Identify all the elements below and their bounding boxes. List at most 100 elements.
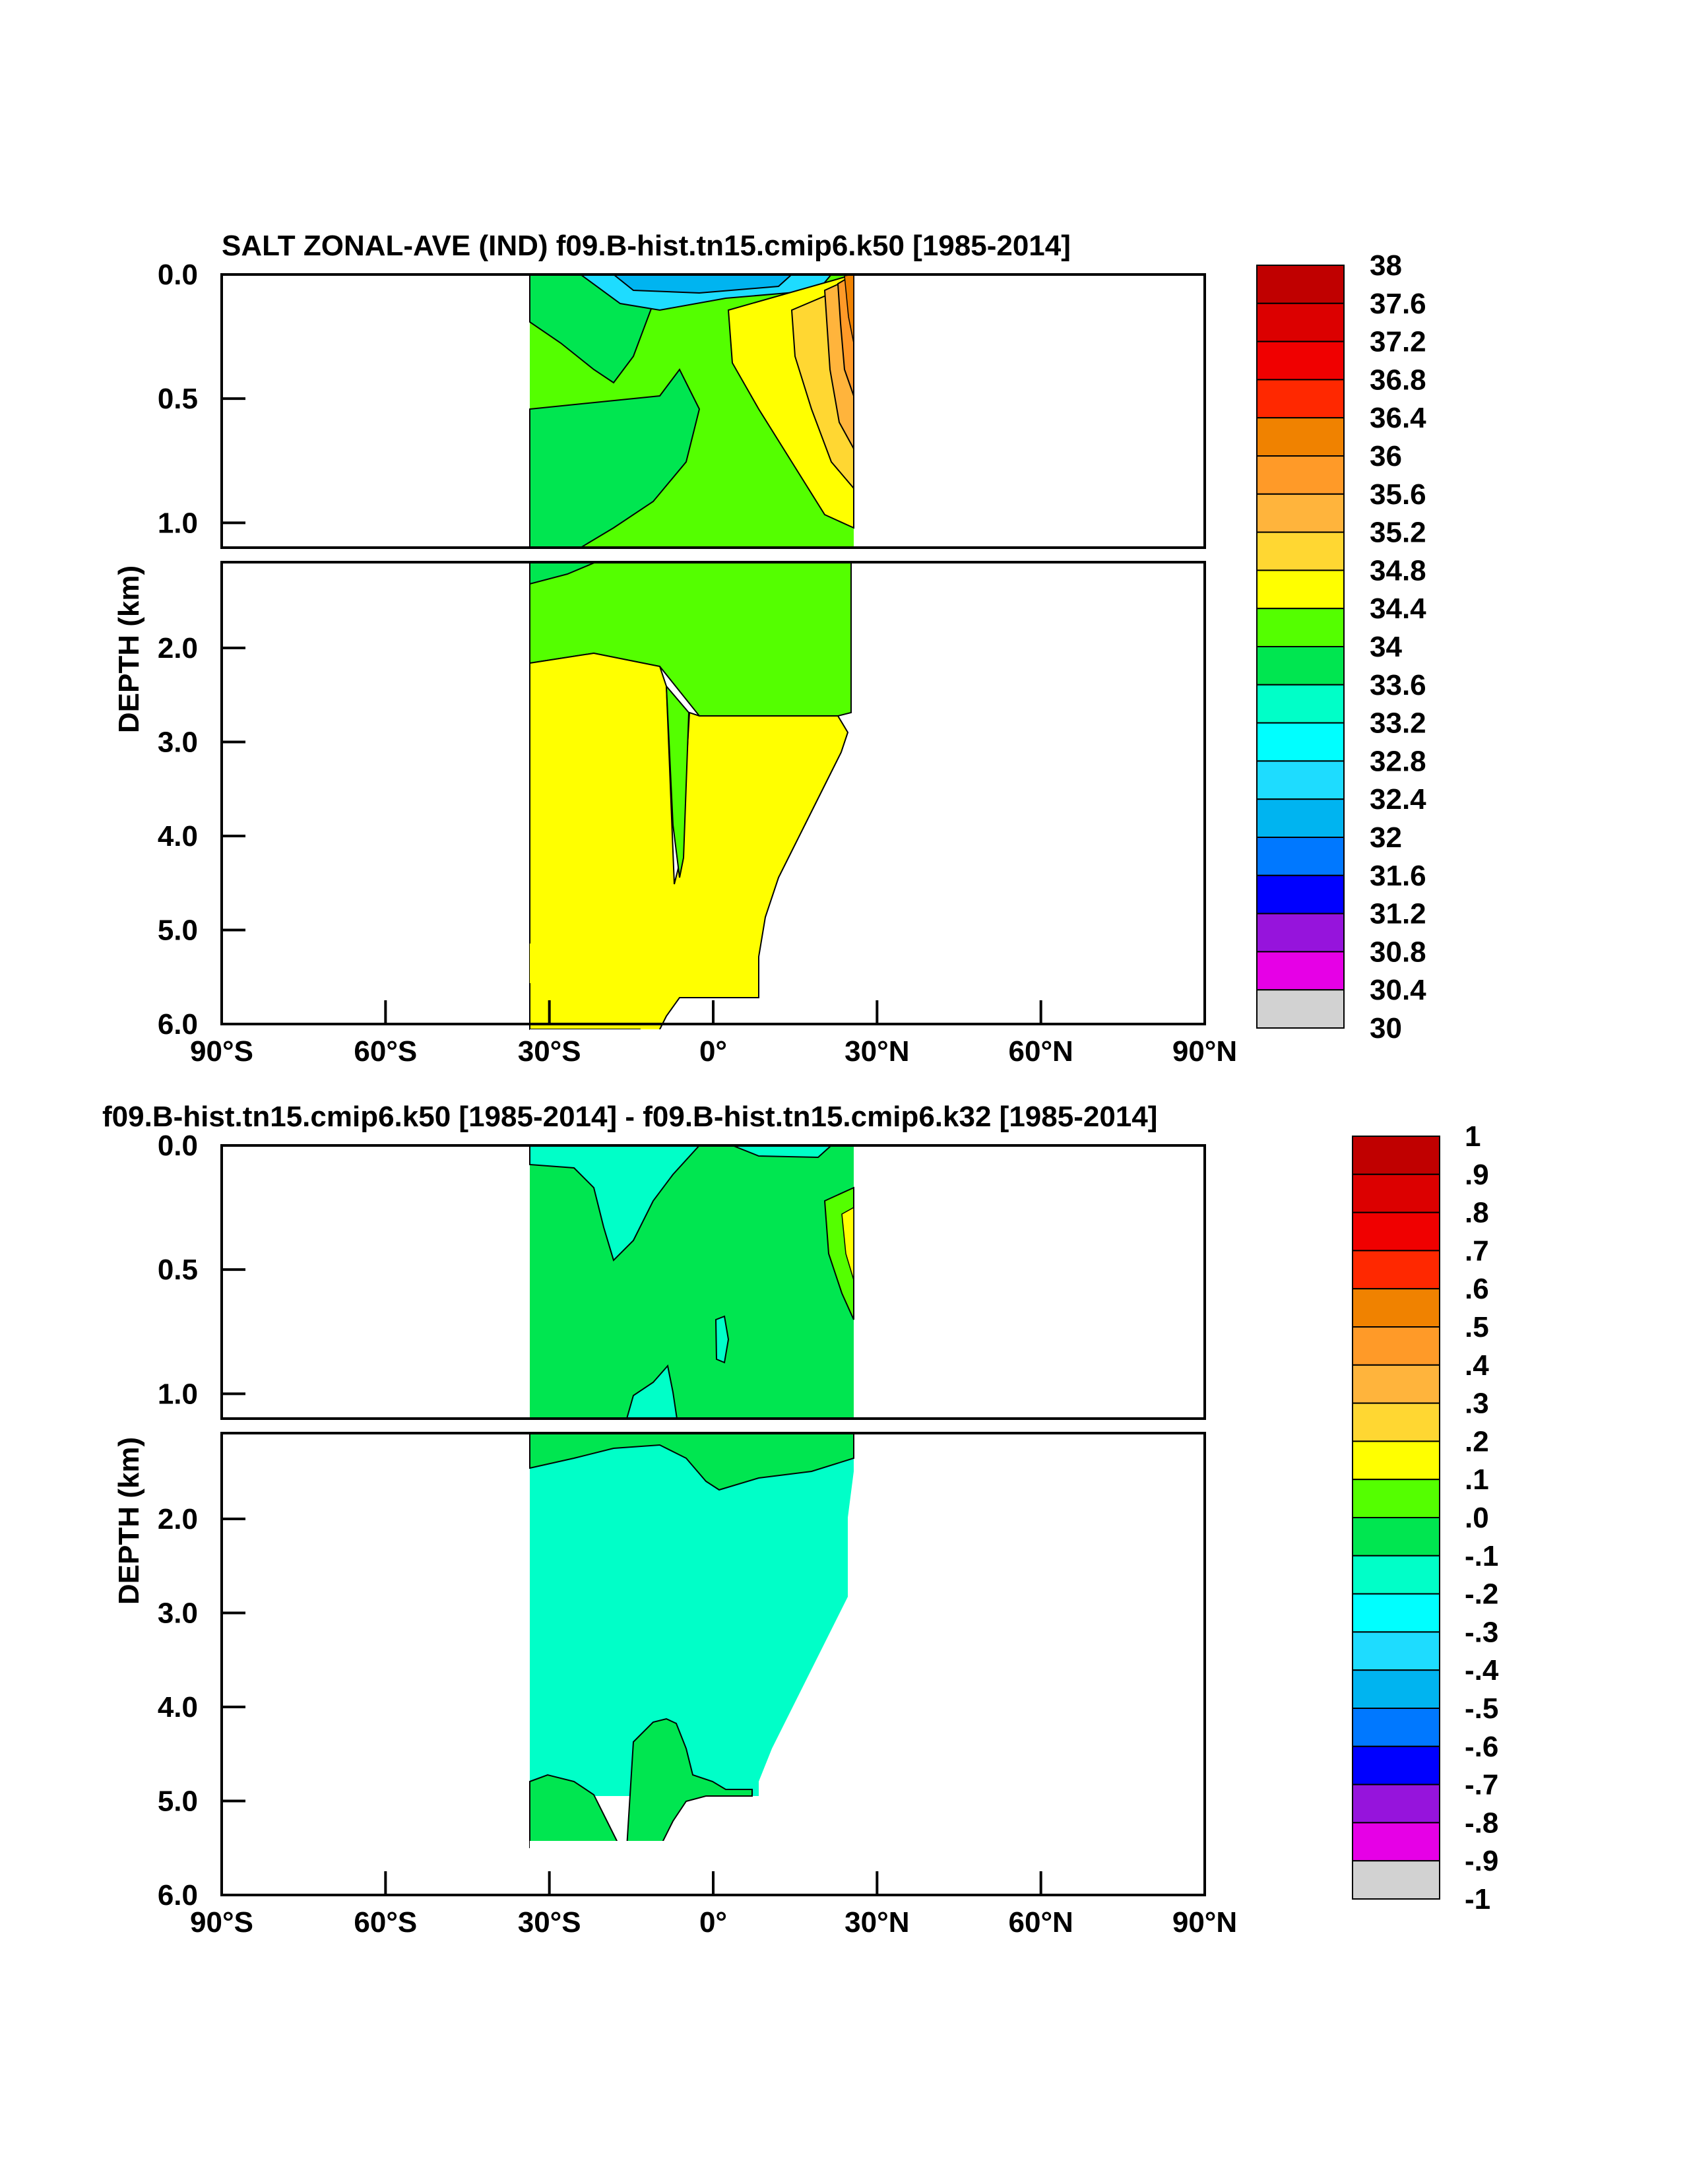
y-tick-label: 5.0 xyxy=(158,1785,198,1818)
colorbar-box xyxy=(1256,646,1345,686)
colorbar-box xyxy=(1352,1860,1440,1900)
x-tick-label: 90°N xyxy=(1172,1906,1237,1939)
y-tick-label: 1.0 xyxy=(158,507,198,539)
panel-1-axes: 90°S 60°S 30°S 0° 30°N 60°N 90°N 0.0 0.5 1.0 2.0 3.… xyxy=(158,259,1237,1068)
colorbar-label: .7 xyxy=(1465,1235,1489,1267)
colorbar-box xyxy=(1352,1364,1440,1404)
x-tick-label: 0° xyxy=(699,1035,727,1068)
colorbar-box xyxy=(1352,1593,1440,1633)
colorbar-box xyxy=(1256,951,1345,991)
y-tick-label: 2.0 xyxy=(158,632,198,664)
panel-1-colorbar: 38 37.6 37.2 36.8 36.4 36 35.6 35.2 34.8 34.4 34 33… xyxy=(1256,249,1426,1044)
diff-right-stair-mask xyxy=(759,1471,854,1796)
y-tick-label: 4.0 xyxy=(158,1691,198,1723)
y-tick-label: 6.0 xyxy=(158,1879,198,1911)
colorbar-box xyxy=(1256,989,1345,1029)
colorbar-label: .3 xyxy=(1465,1388,1489,1420)
colorbar-box xyxy=(1256,874,1345,915)
diff-blob xyxy=(715,1315,730,1364)
colorbar-box xyxy=(1352,1631,1440,1671)
colorbar-box xyxy=(1352,1479,1440,1518)
colorbar-box xyxy=(1352,1783,1440,1824)
colorbar-label: .9 xyxy=(1465,1159,1489,1191)
panel-1-title: SALT ZONAL-AVE (IND) f09.B-hist.tn15.cmi… xyxy=(222,230,1071,262)
colorbar-label: .4 xyxy=(1465,1349,1489,1382)
colorbar-box xyxy=(1256,760,1345,800)
colorbar-label: 34 xyxy=(1370,631,1402,663)
colorbar-box xyxy=(1256,684,1345,724)
colorbar-box xyxy=(1352,1745,1440,1785)
y-tick-label: 4.0 xyxy=(158,820,198,852)
panel-diff: f09.B-hist.tn15.cmip6.k50 [1985-2014] - … xyxy=(102,1101,1499,1939)
field-bottom-stair xyxy=(530,944,660,983)
x-tick-label: 30°N xyxy=(844,1035,909,1068)
colorbar-label: 31.2 xyxy=(1370,898,1426,930)
colorbar-box xyxy=(1256,265,1345,304)
colorbar-label: 32.4 xyxy=(1370,783,1426,816)
panel-2-lower-field xyxy=(529,1432,854,1900)
panel-2-title: f09.B-hist.tn15.cmip6.k50 [1985-2014] - … xyxy=(102,1101,1157,1133)
colorbar-label: -.6 xyxy=(1465,1731,1498,1763)
colorbar-label: .8 xyxy=(1465,1197,1489,1229)
colorbar-label: 30 xyxy=(1370,1012,1402,1044)
colorbar-label: 31.6 xyxy=(1370,860,1426,892)
panel-2-colorbar: 1 .9 .8 .7 .6 .5 .4 .3 .2 .1 .0 -.1 -.2 -.3 -.4 -.5 -.6 -… xyxy=(1352,1120,1499,1915)
x-tick-label: 90°S xyxy=(190,1035,253,1068)
colorbar-box xyxy=(1256,379,1345,419)
colorbar-label: 37.2 xyxy=(1370,326,1426,358)
diff-bg-green xyxy=(530,1145,854,1419)
colorbar-box xyxy=(1352,1402,1440,1442)
x-tick-label: 30°N xyxy=(844,1906,909,1939)
field-bottom-mask-1 xyxy=(530,1029,854,1082)
panel-1-lower-field xyxy=(529,562,854,1082)
y-tick-label: 5.0 xyxy=(158,915,198,947)
colorbar-box xyxy=(1352,1822,1440,1862)
panel-1-upper-field xyxy=(529,273,854,548)
colorbar-box xyxy=(1256,531,1345,571)
colorbar-label: -.2 xyxy=(1465,1578,1498,1611)
y-tick-label: 2.0 xyxy=(158,1503,198,1535)
y-tick-label: 0.0 xyxy=(158,1130,198,1162)
diff-bottom-green xyxy=(625,1718,753,1848)
colorbar-label: 34.4 xyxy=(1370,593,1426,625)
panel-2-upper-frame xyxy=(220,1144,1206,1420)
colorbar-box xyxy=(1256,837,1345,876)
y-tick-label: 0.0 xyxy=(158,259,198,291)
x-tick-label: 60°S xyxy=(354,1035,417,1068)
colorbar-box xyxy=(1256,722,1345,762)
colorbar-label: 35.6 xyxy=(1370,478,1426,511)
colorbar-box xyxy=(1352,1136,1440,1175)
colorbar-label: 38 xyxy=(1370,249,1402,282)
x-tick-label: 60°S xyxy=(354,1906,417,1939)
colorbar-label: 37.6 xyxy=(1370,288,1426,320)
colorbar-label: 33.2 xyxy=(1370,707,1426,740)
colorbar-box xyxy=(1352,1326,1440,1366)
colorbar-box xyxy=(1352,1708,1440,1747)
y-tick-label: 0.5 xyxy=(158,383,198,415)
colorbar-label: -.4 xyxy=(1465,1654,1499,1686)
colorbar-label: .5 xyxy=(1465,1311,1489,1343)
colorbar-label: 33.6 xyxy=(1370,669,1426,701)
colorbar-box xyxy=(1256,913,1345,953)
panel-2-ylabel: DEPTH (km) xyxy=(113,1437,145,1605)
diff-deep-top-green xyxy=(529,1432,854,1491)
panel-2-upper-field xyxy=(529,1145,854,1419)
y-tick-label: 3.0 xyxy=(158,726,198,759)
x-tick-label: 30°S xyxy=(518,1906,581,1939)
x-tick-label: 60°N xyxy=(1009,1035,1073,1068)
colorbar-box xyxy=(1256,455,1345,495)
y-tick-label: 3.0 xyxy=(158,1597,198,1630)
x-tick-label: 60°N xyxy=(1009,1906,1073,1939)
colorbar-box xyxy=(1256,569,1345,610)
diff-east-yellow xyxy=(841,1206,854,1281)
colorbar-label: .2 xyxy=(1465,1425,1489,1458)
colorbar-label: 35.2 xyxy=(1370,517,1426,549)
colorbar-box xyxy=(1352,1669,1440,1709)
colorbar-box xyxy=(1256,798,1345,838)
x-tick-label: 90°N xyxy=(1172,1035,1237,1068)
colorbar-label: -.9 xyxy=(1465,1845,1498,1877)
colorbar-box xyxy=(1256,340,1345,381)
colorbar-label: .1 xyxy=(1465,1463,1489,1496)
colorbar-box xyxy=(1352,1440,1440,1481)
panel-2-axes: 90°S 60°S 30°S 0° 30°N 60°N 90°N 0.0 0.5 1.0 2.0 3.… xyxy=(158,1130,1237,1939)
